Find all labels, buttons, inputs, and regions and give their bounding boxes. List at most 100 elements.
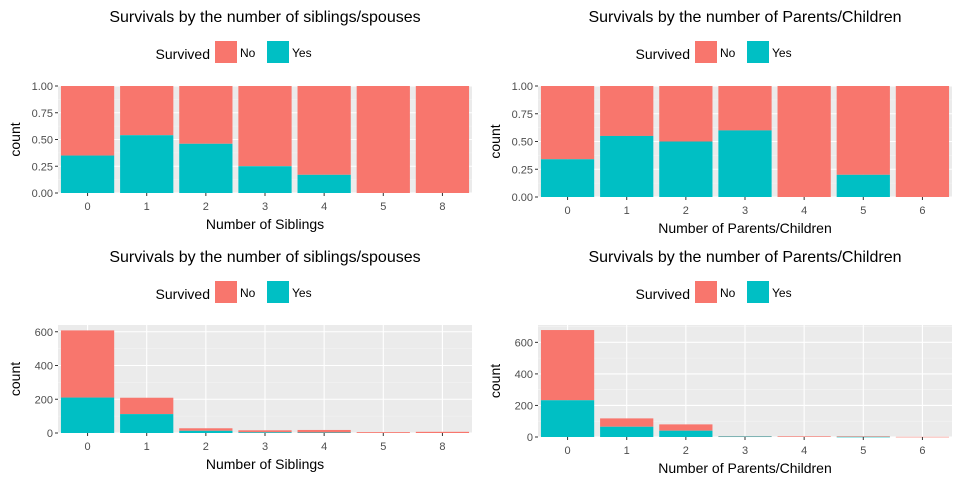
chart-panel-siblings-proportion: Survivals by the number of siblings/spou… bbox=[0, 0, 480, 240]
x-tick-label: 5 bbox=[860, 445, 866, 457]
bar-no-1 bbox=[600, 418, 654, 427]
x-tick-label: 8 bbox=[439, 201, 445, 213]
bar-no-0 bbox=[60, 86, 115, 156]
bar-no-4 bbox=[777, 436, 831, 437]
bar-yes-1 bbox=[120, 414, 174, 433]
x-tick-label: 3 bbox=[262, 201, 268, 213]
legend-label-yes: Yes bbox=[772, 286, 792, 300]
y-tick-label: 200 bbox=[515, 400, 533, 412]
x-tick-label: 2 bbox=[683, 205, 689, 217]
bar-no-4 bbox=[297, 86, 351, 175]
bar-no-3 bbox=[718, 86, 772, 131]
bar-no-1 bbox=[120, 397, 174, 415]
legend-key-no bbox=[215, 281, 237, 303]
x-axis-label: Number of Siblings bbox=[206, 456, 324, 472]
x-tick-label: 5 bbox=[380, 201, 386, 213]
legend-key-yes bbox=[747, 41, 769, 63]
y-tick-label: 0.00 bbox=[32, 188, 53, 200]
bar-no-5 bbox=[836, 86, 890, 175]
x-axis-label: Number of Parents/Children bbox=[658, 220, 832, 236]
x-tick-label: 3 bbox=[742, 445, 748, 457]
y-tick-label: 0.75 bbox=[32, 108, 53, 120]
bar-yes-1 bbox=[600, 426, 654, 437]
y-tick-label: 600 bbox=[515, 337, 533, 349]
bar-yes-2 bbox=[179, 430, 233, 433]
legend-key-no bbox=[695, 281, 717, 303]
chart-svg: Survivals by the number of siblings/spou… bbox=[7, 249, 472, 472]
y-tick-label: 1.00 bbox=[32, 81, 53, 93]
x-tick-label: 0 bbox=[565, 445, 571, 457]
x-tick-label: 1 bbox=[624, 445, 630, 457]
x-tick-label: 6 bbox=[919, 445, 925, 457]
y-tick-label: 0 bbox=[527, 432, 533, 444]
legend-title: Survived bbox=[636, 46, 690, 62]
bar-yes-4 bbox=[297, 174, 351, 193]
legend-title: Survived bbox=[636, 286, 690, 302]
x-tick-label: 5 bbox=[380, 441, 386, 453]
bar-no-3 bbox=[238, 86, 292, 167]
x-tick-label: 4 bbox=[321, 441, 327, 453]
legend: Survived No Yes bbox=[156, 41, 312, 63]
chart-title: Survivals by the number of Parents/Child… bbox=[588, 9, 901, 26]
y-tick-label: 0.50 bbox=[32, 135, 53, 147]
x-axis-label: Number of Siblings bbox=[206, 216, 324, 232]
bar-no-1 bbox=[600, 86, 654, 136]
legend-title: Survived bbox=[156, 286, 210, 302]
bar-no-2 bbox=[179, 86, 233, 144]
bar-yes-0 bbox=[540, 159, 595, 197]
bar-no-5 bbox=[836, 436, 890, 437]
x-tick-label: 0 bbox=[85, 441, 91, 453]
x-tick-label: 0 bbox=[565, 205, 571, 217]
y-tick-label: 200 bbox=[35, 394, 53, 406]
bar-yes-3 bbox=[238, 166, 292, 193]
bar-no-6 bbox=[895, 86, 950, 197]
bar-no-0 bbox=[540, 330, 595, 401]
bar-no-2 bbox=[659, 86, 713, 142]
y-axis-label: count bbox=[7, 122, 23, 156]
x-tick-label: 2 bbox=[203, 441, 209, 453]
bar-yes-2 bbox=[659, 430, 713, 437]
bar-yes-0 bbox=[60, 155, 115, 193]
x-tick-label: 4 bbox=[801, 445, 807, 457]
bar-no-2 bbox=[179, 428, 233, 431]
x-tick-label: 5 bbox=[860, 205, 866, 217]
bar-yes-3 bbox=[718, 436, 772, 438]
chart-panel-siblings-count: Survivals by the number of siblings/spou… bbox=[0, 240, 480, 480]
bar-no-3 bbox=[238, 430, 292, 433]
legend-key-yes bbox=[267, 281, 289, 303]
x-tick-label: 3 bbox=[742, 205, 748, 217]
y-tick-label: 0.25 bbox=[32, 161, 53, 173]
legend: Survived No Yes bbox=[156, 281, 312, 303]
legend-label-no: No bbox=[720, 286, 736, 300]
legend: Survived No Yes bbox=[636, 41, 792, 63]
legend-label-no: No bbox=[240, 286, 256, 300]
bar-no-8 bbox=[415, 86, 470, 193]
bar-no-2 bbox=[659, 424, 713, 431]
x-tick-label: 4 bbox=[801, 205, 807, 217]
y-tick-label: 0.25 bbox=[512, 164, 533, 176]
bar-no-5 bbox=[356, 432, 410, 433]
chart-svg: Survivals by the number of siblings/spou… bbox=[7, 9, 472, 232]
chart-panel-parch-count: Survivals by the number of Parents/Child… bbox=[480, 240, 960, 480]
bar-yes-0 bbox=[540, 400, 595, 437]
legend-label-no: No bbox=[720, 46, 736, 60]
bar-yes-2 bbox=[659, 141, 713, 197]
y-tick-label: 0.50 bbox=[512, 137, 533, 149]
bar-no-8 bbox=[415, 431, 470, 433]
chart-svg: Survivals by the number of Parents/Child… bbox=[487, 249, 952, 476]
chart-title: Survivals by the number of Parents/Child… bbox=[588, 249, 901, 266]
legend: Survived No Yes bbox=[636, 281, 792, 303]
bar-yes-0 bbox=[60, 397, 115, 433]
chart-title: Survivals by the number of siblings/spou… bbox=[109, 9, 420, 26]
x-tick-label: 1 bbox=[624, 205, 630, 217]
y-axis-label: count bbox=[487, 124, 503, 158]
x-tick-label: 4 bbox=[321, 201, 327, 213]
x-tick-label: 2 bbox=[683, 445, 689, 457]
chart-svg: Survivals by the number of Parents/Child… bbox=[487, 9, 952, 236]
x-tick-label: 1 bbox=[144, 201, 150, 213]
bar-no-0 bbox=[60, 330, 115, 398]
bar-no-4 bbox=[777, 86, 831, 197]
y-tick-label: 0.75 bbox=[512, 109, 533, 121]
bar-yes-5 bbox=[836, 174, 890, 197]
y-tick-label: 600 bbox=[35, 327, 53, 339]
